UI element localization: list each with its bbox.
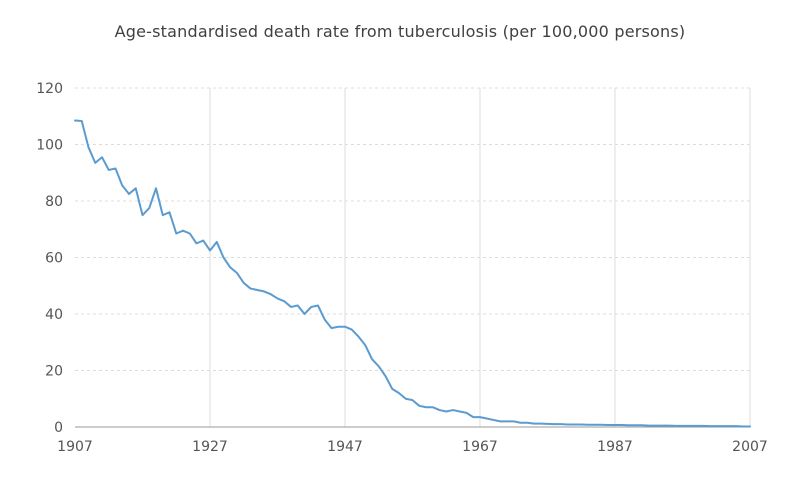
y-tick-label: 100: [36, 138, 63, 154]
y-tick-label: 60: [45, 251, 63, 267]
tick-labels: 0 20 40 60 80 100 120 1907 1927 1947 1967 1987 2007: [36, 81, 768, 455]
x-tick-label: 1947: [327, 439, 363, 455]
y-tick-label: 80: [45, 194, 63, 210]
y-tick-label: 120: [36, 81, 63, 97]
series-line-0: [74, 119, 751, 428]
x-tick-label: 2007: [732, 439, 768, 455]
chart-title: Age-standardised death rate from tubercu…: [114, 22, 686, 41]
x-tick-label: 1987: [597, 439, 633, 455]
y-tick-label: 20: [45, 364, 63, 380]
y-tick-label: 40: [45, 307, 63, 323]
x-tick-label: 1907: [57, 439, 93, 455]
x-tick-label: 1967: [462, 439, 498, 455]
x-tick-label: 1927: [192, 439, 228, 455]
y-tick-label: 0: [54, 420, 63, 436]
grid-layer: [75, 87, 751, 427]
series-layer: [74, 119, 751, 428]
